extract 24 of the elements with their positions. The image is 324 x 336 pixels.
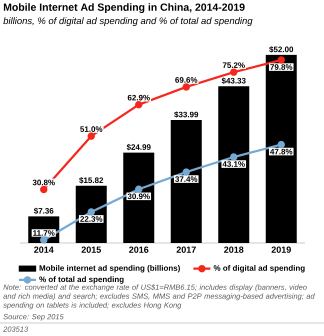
point (230, 68, 238, 76)
point (230, 153, 238, 161)
point (278, 56, 285, 64)
point (135, 100, 142, 108)
bar (123, 152, 154, 243)
point (40, 186, 48, 194)
point (182, 83, 190, 91)
chart-title: Mobile Internet Ad Spending in China, 2014-2019 (4, 3, 245, 13)
point (88, 208, 95, 216)
point (135, 186, 142, 193)
bar (170, 120, 202, 243)
x-tick-label: 2019 (272, 246, 291, 253)
point (40, 236, 48, 244)
x-tick-label: 2015 (82, 246, 101, 253)
point (88, 132, 95, 140)
x-tick-label: 2016 (129, 246, 148, 253)
chart-subtitle: billions, % of digital ad spending and % of total ad spending (3, 17, 252, 26)
x-tick-label: 2017 (176, 246, 196, 253)
x-tick-label: 2018 (224, 246, 244, 253)
point (278, 140, 285, 148)
x-tick-label: 2014 (34, 246, 54, 253)
point (182, 168, 190, 176)
bar (218, 86, 250, 243)
bar (266, 54, 297, 243)
